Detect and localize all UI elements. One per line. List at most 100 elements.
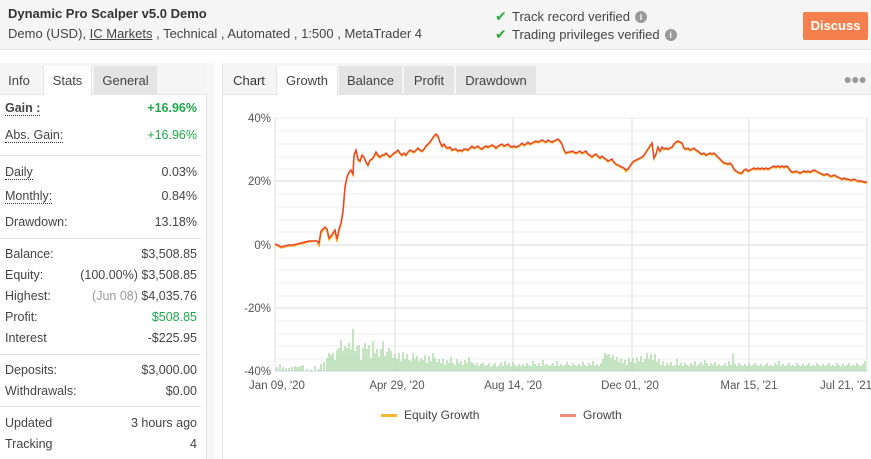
stat-tracking: Tracking 4 bbox=[5, 437, 197, 453]
tab-balance[interactable]: Balance bbox=[339, 66, 402, 95]
stat-value: 4 bbox=[190, 437, 197, 451]
stat-value: 0.84% bbox=[161, 189, 197, 203]
stat-value: $3,508.85 bbox=[141, 247, 197, 261]
legend-label: Growth bbox=[583, 408, 622, 422]
system-meta-details: , Technical , Automated , 1:500 , MetaTr… bbox=[152, 26, 423, 41]
info-icon[interactable]: i bbox=[664, 28, 677, 41]
stat-value: +16.96% bbox=[147, 101, 197, 115]
y-axis-labels: 40% 20% 0% -20% -40% bbox=[244, 113, 271, 378]
divider bbox=[0, 406, 201, 407]
x-tick: Jul 21, '21 bbox=[820, 380, 871, 392]
divider bbox=[0, 354, 201, 355]
stat-label: Interest bbox=[5, 331, 47, 345]
chart-tabs: Chart Growth Balance Profit Drawdown ●●● bbox=[223, 63, 871, 96]
stat-label: Withdrawals: bbox=[5, 384, 77, 398]
stat-value: (100.00%) $3,508.85 bbox=[80, 268, 197, 282]
y-tick: 20% bbox=[248, 176, 271, 188]
legend-line-icon bbox=[560, 413, 576, 417]
grid-lines bbox=[275, 117, 868, 360]
more-dots-icon[interactable]: ●●● bbox=[843, 71, 867, 87]
stat-value: (Jun 08) $4,035.76 bbox=[92, 289, 197, 303]
stats-panel: Info Stats General Gain : +16.96% Abs. G… bbox=[0, 63, 207, 459]
tab-drawdown[interactable]: Drawdown bbox=[456, 66, 536, 95]
legend-equity-growth[interactable]: Equity Growth bbox=[381, 408, 479, 422]
stat-value: 3 hours ago bbox=[130, 416, 197, 430]
y-tick: -40% bbox=[244, 366, 271, 378]
highest-amount: $4,035.76 bbox=[141, 289, 197, 303]
stat-deposits: Deposits: $3,000.00 bbox=[5, 363, 197, 379]
legend-line-icon bbox=[381, 413, 397, 417]
stat-label: Updated bbox=[5, 416, 53, 430]
system-meta: Demo (USD), IC Markets , Technical , Aut… bbox=[8, 26, 422, 41]
stat-equity: Equity: (100.00%) $3,508.85 bbox=[5, 268, 197, 284]
x-tick: Aug 14, '20 bbox=[484, 380, 542, 392]
stat-updated: Updated 3 hours ago bbox=[5, 416, 197, 432]
panel-gutter bbox=[207, 63, 214, 459]
stat-value: +16.96% bbox=[147, 128, 197, 142]
divider bbox=[0, 238, 201, 239]
tab-stats[interactable]: Stats bbox=[43, 66, 92, 96]
system-header: Dynamic Pro Scalper v5.0 Demo Demo (USD)… bbox=[0, 0, 871, 50]
stat-value: $3,000.00 bbox=[141, 363, 197, 377]
verification-label: Trading privileges verified bbox=[512, 27, 660, 42]
y-tick: 40% bbox=[248, 113, 271, 125]
highest-date: (Jun 08) bbox=[92, 289, 138, 303]
stat-value: 13.18% bbox=[154, 215, 197, 229]
tab-info[interactable]: Info bbox=[8, 73, 30, 88]
stat-interest: Interest -$225.95 bbox=[5, 331, 197, 347]
broker-link[interactable]: IC Markets bbox=[89, 26, 153, 41]
y-tick: -20% bbox=[244, 303, 271, 315]
tab-growth[interactable]: Growth bbox=[276, 66, 338, 96]
stat-label[interactable]: Abs. Gain: bbox=[5, 128, 64, 143]
tab-profit[interactable]: Profit bbox=[404, 66, 454, 95]
legend-label: Equity Growth bbox=[404, 408, 480, 422]
stat-value: $508.85 bbox=[151, 310, 197, 324]
volume-bars bbox=[276, 329, 866, 371]
check-icon: ✔ bbox=[495, 8, 507, 24]
stats-tabs: Info Stats General bbox=[0, 63, 207, 96]
stat-label[interactable]: Daily bbox=[5, 165, 33, 180]
chart-tabs-label: Chart bbox=[233, 73, 265, 88]
x-axis-labels: Jan 09, '20 Apr 29, '20 Aug 14, '20 Dec … bbox=[249, 380, 871, 392]
stat-profit: Profit: $508.85 bbox=[5, 310, 197, 326]
equity-amount: $3,508.85 bbox=[141, 268, 197, 282]
verification-trading-privileges: ✔ Trading privileges verified i bbox=[495, 26, 677, 43]
verification-label: Track record verified bbox=[512, 9, 630, 24]
stat-gain: Gain : +16.96% bbox=[5, 101, 197, 117]
stat-label: Tracking bbox=[5, 437, 53, 451]
stat-label[interactable]: Gain : bbox=[5, 101, 41, 116]
stat-balance: Balance: $3,508.85 bbox=[5, 247, 197, 263]
stat-label: Drawdown: bbox=[5, 215, 68, 229]
stat-daily: Daily 0.03% bbox=[5, 165, 197, 181]
chart-panel: Chart Growth Balance Profit Drawdown ●●● bbox=[222, 63, 871, 459]
y-tick: 0% bbox=[254, 240, 271, 252]
check-icon: ✔ bbox=[495, 26, 507, 42]
stat-monthly: Monthly: 0.84% bbox=[5, 189, 197, 205]
info-icon[interactable]: i bbox=[635, 10, 647, 23]
stat-label: Balance: bbox=[5, 247, 54, 261]
legend-growth[interactable]: Growth bbox=[560, 408, 622, 422]
stat-label: Equity: bbox=[5, 268, 44, 282]
stat-abs-gain: Abs. Gain: +16.96% bbox=[5, 128, 197, 144]
verification-track-record: ✔ Track record verified i bbox=[495, 8, 647, 25]
growth-chart[interactable]: 40% 20% 0% -20% -40% Jan 09, '20 Apr 29,… bbox=[223, 63, 871, 459]
discuss-button[interactable]: Discuss bbox=[803, 12, 868, 40]
stat-label[interactable]: Monthly: bbox=[5, 189, 53, 204]
x-tick: Apr 29, '20 bbox=[369, 380, 424, 392]
system-name: Dynamic Pro Scalper v5.0 Demo bbox=[8, 6, 207, 21]
stat-drawdown: Drawdown: 13.18% bbox=[5, 215, 197, 231]
stat-value: 0.03% bbox=[161, 165, 197, 179]
stat-withdrawals: Withdrawals: $0.00 bbox=[5, 384, 197, 400]
stat-label: Highest: bbox=[5, 289, 51, 303]
stat-highest: Highest: (Jun 08) $4,035.76 bbox=[5, 289, 197, 305]
stat-label: Deposits: bbox=[5, 363, 58, 377]
tab-general[interactable]: General bbox=[94, 66, 157, 95]
stat-value: $0.00 bbox=[165, 384, 197, 398]
equity-percent: (100.00%) bbox=[80, 268, 138, 282]
x-tick: Mar 15, '21 bbox=[720, 380, 777, 392]
stat-value: -$225.95 bbox=[147, 331, 197, 345]
x-tick: Jan 09, '20 bbox=[249, 380, 305, 392]
divider bbox=[0, 155, 201, 156]
growth-line bbox=[274, 132, 867, 248]
account-type: Demo (USD), bbox=[8, 26, 90, 41]
